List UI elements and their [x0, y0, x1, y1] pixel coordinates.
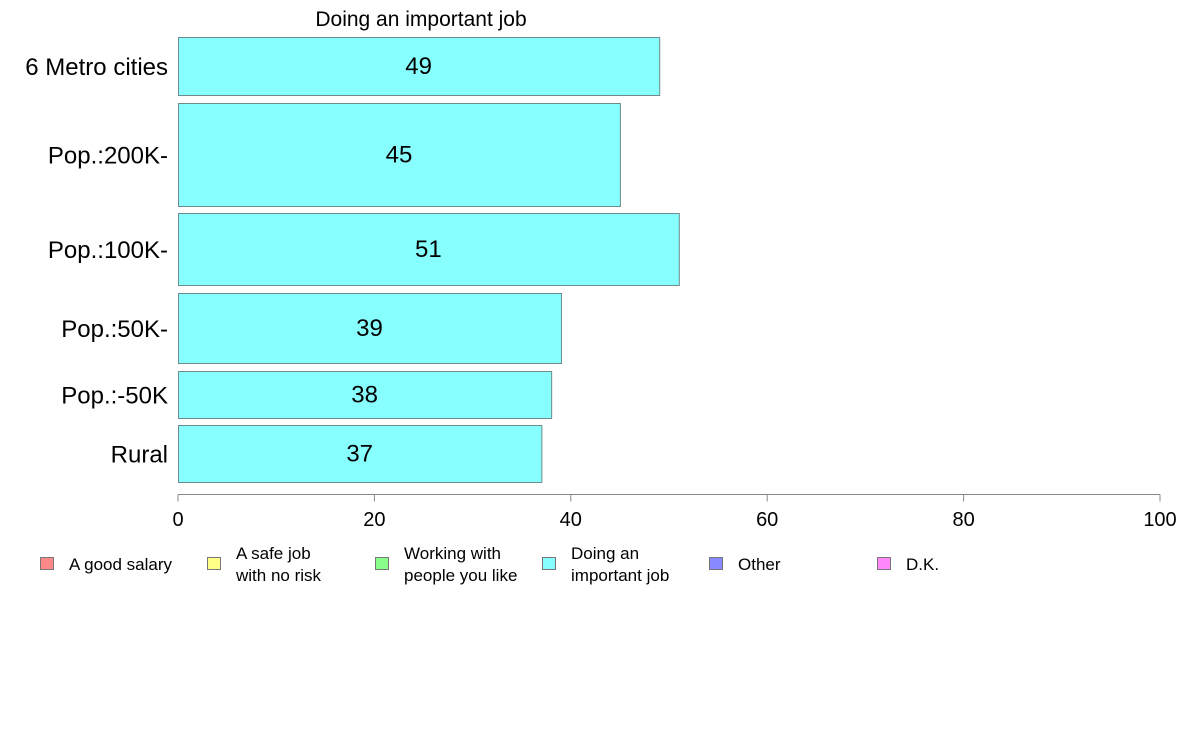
legend-label: people you like: [404, 566, 517, 585]
bar: [178, 213, 680, 286]
bar: [178, 293, 562, 364]
bar: [178, 371, 553, 419]
category-labels: 6 Metro cities Pop.:200K- Pop.:100K- Pop.:5…: [25, 54, 168, 469]
bar: [178, 425, 543, 483]
x-tick-label: 20: [363, 509, 385, 531]
legend-item: D.K.: [877, 555, 939, 574]
legend-label: A good salary: [69, 555, 173, 574]
legend-label: D.K.: [906, 555, 939, 574]
legend-label: A safe job: [236, 544, 311, 563]
x-tick-label: 40: [560, 509, 582, 531]
x-tick-label: 0: [172, 509, 183, 531]
category-label: Pop.:-50K: [61, 383, 168, 410]
legend-item: A good salary: [40, 555, 173, 574]
bar-value-label: 49: [405, 53, 432, 80]
legend-swatch: [542, 557, 556, 570]
legend-item: Working with people you like: [375, 544, 517, 585]
legend-item: A safe job with no risk: [207, 544, 322, 585]
legend-swatch: [375, 557, 389, 570]
x-tick-label: 80: [952, 509, 974, 531]
legend-item: Other: [709, 555, 781, 574]
bar-value-label: 38: [351, 382, 378, 409]
legend-label: Other: [738, 555, 781, 574]
legend-label: with no risk: [235, 566, 322, 585]
bar-value-label: 51: [415, 236, 442, 263]
bar-value-label: 37: [346, 441, 373, 468]
x-axis: 0 20 40 60 80 100: [172, 494, 1177, 531]
chart-title: Doing an important job: [315, 8, 526, 31]
bar-value-label: 39: [356, 315, 383, 342]
legend-swatch: [207, 557, 221, 570]
legend-label: Doing an: [571, 544, 639, 563]
category-label: Pop.:100K-: [48, 237, 168, 264]
legend-swatch: [877, 557, 891, 570]
bar: [178, 37, 661, 96]
bars-group: 49 45 51 39 38 37: [178, 37, 680, 483]
legend-label: important job: [571, 566, 669, 585]
legend-label: Working with: [404, 544, 501, 563]
category-label: 6 Metro cities: [25, 54, 168, 81]
x-tick-label: 60: [756, 509, 778, 531]
category-label: Pop.:200K-: [48, 143, 168, 170]
legend-swatch: [709, 557, 723, 570]
legend-swatch: [40, 557, 54, 570]
bar-value-label: 45: [386, 142, 413, 169]
category-label: Pop.:50K-: [61, 316, 168, 343]
legend: A good salary A safe job with no risk Worki…: [40, 544, 939, 585]
bar: [178, 103, 621, 207]
category-label: Rural: [111, 442, 168, 469]
x-tick-label: 100: [1143, 509, 1176, 531]
legend-item: Doing an important job: [542, 544, 669, 585]
